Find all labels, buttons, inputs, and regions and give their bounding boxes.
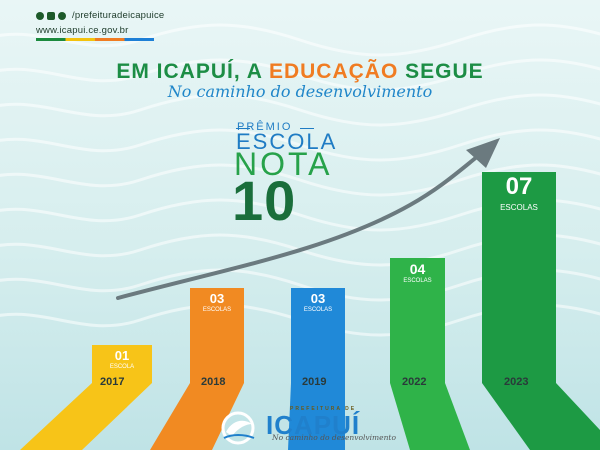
logo-city-name: ICAPUÍ [266, 410, 361, 440]
bar-value: 03 [209, 291, 225, 306]
bar-value: 01 [114, 348, 130, 363]
city-emblem-icon [221, 411, 255, 445]
year-label-2023: 2023 [504, 376, 529, 388]
premio-rule-right [300, 128, 314, 129]
award-ten: 10 [232, 169, 297, 232]
facebook-icon[interactable] [36, 11, 44, 20]
bar-2018: 03 ESCOLAS [190, 288, 244, 383]
logo-slogan: No caminho do desenvolvimento [272, 433, 396, 442]
bar-value: 07 [505, 173, 533, 200]
award-nota: NOTA [234, 146, 333, 182]
headline-part3: SEGUE [398, 60, 484, 83]
bar-unit: ESCOLAS [403, 278, 432, 284]
bar-2019: 03 ESCOLAS [291, 288, 345, 383]
headline-part1: EM ICAPUÍ, A [116, 60, 269, 83]
tagline: No caminho do desenvolvimento [167, 82, 433, 101]
year-label-2022: 2022 [402, 376, 427, 388]
bar-unit: ESCOLA [109, 364, 135, 370]
year-label-2017: 2017 [100, 376, 125, 388]
color-stripe [36, 38, 154, 41]
instagram-icon[interactable] [47, 11, 55, 20]
premio-rule-left [236, 128, 250, 129]
social-handle[interactable]: /prefeituradeicapuice [72, 10, 165, 21]
social-row: /prefeituradeicapuice [36, 10, 164, 21]
year-label-2018: 2018 [201, 376, 226, 388]
bar-unit: ESCOLAS [202, 307, 232, 313]
award-escola: ESCOLA [236, 129, 338, 154]
bar-value: 03 [310, 291, 326, 306]
bar-unit: ESCOLAS [500, 203, 538, 212]
headline: EM ICAPUÍ, A EDUCAÇÃO SEGUE [0, 60, 600, 84]
bar-value: 04 [409, 261, 426, 277]
logo-prefeitura: PREFEITURA DE [290, 406, 357, 412]
year-label-2019: 2019 [302, 376, 327, 388]
bar-unit: ESCOLAS [303, 307, 333, 313]
bar-2023: 07 ESCOLAS [482, 172, 556, 383]
bar-2017: 01 ESCOLA [92, 345, 152, 383]
youtube-icon[interactable] [58, 11, 66, 20]
award-premio: PRÊMIO [237, 121, 293, 133]
headline-part2: EDUCAÇÃO [268, 60, 399, 83]
website-link[interactable]: www.icapui.ce.gov.br [36, 25, 129, 36]
bar-2022: 04 ESCOLAS [390, 258, 445, 383]
